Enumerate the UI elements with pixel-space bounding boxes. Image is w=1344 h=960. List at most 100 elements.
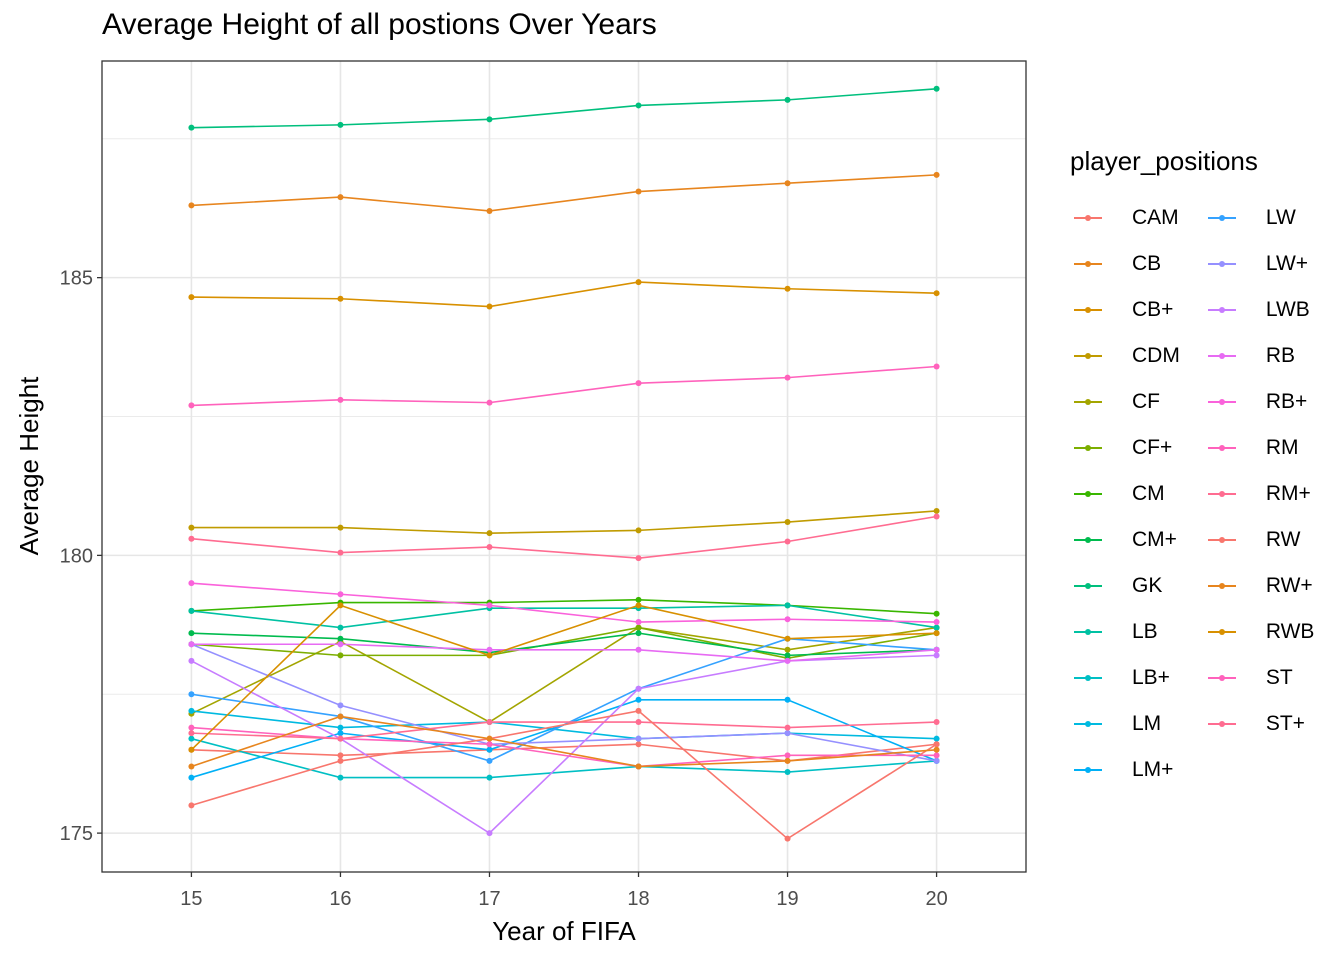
data-point-rb-plus [188,580,195,587]
data-point-cb-plus [784,285,791,292]
legend-key [1070,300,1106,320]
series-line-gk [191,87,937,129]
data-point-rwb [486,652,493,659]
data-point-rm-plus [933,719,940,726]
series-line-lw-plus [191,643,937,762]
data-point-lm-plus [635,696,642,703]
data-point-gk [635,102,642,109]
data-point-rw [784,835,791,842]
data-point-rm [188,724,195,731]
data-point-rb-plus [635,619,642,626]
legend-item: CM [1070,471,1180,517]
axes: 175 180 185 15 16 17 18 19 20 [60,268,948,910]
data-point-rb [933,646,940,653]
legend-label: LW [1265,206,1296,229]
legend-item: LM+ [1070,747,1180,793]
y-tick-label: 185 [60,268,93,290]
series-cb [188,171,940,214]
legend-key [1204,622,1240,642]
data-point-lb [784,602,791,609]
data-point-lw [188,691,195,698]
legend-item: CM+ [1070,517,1180,563]
series-rw-plus [188,713,940,770]
data-point-cb [933,171,940,178]
data-point-cb [635,188,642,195]
data-point-gk [337,121,344,128]
data-point-lb-plus [486,774,493,781]
data-point-st-plus [337,549,344,556]
legend-label: CM+ [1132,528,1177,551]
legend-label: CF+ [1132,436,1173,459]
data-point-lw-plus [635,735,642,742]
data-point-lm-plus [337,730,344,737]
legend-item: CB [1070,241,1180,287]
legend-item: RB+ [1204,379,1315,425]
series-line-lb [191,604,937,629]
series-line-rb [191,643,937,662]
legend-item: LM [1070,701,1180,747]
legend-item: RWB [1204,609,1314,655]
series-line-rwb [190,604,937,751]
legend-item: ST [1204,655,1315,701]
data-point-st [188,402,195,409]
legend-item: LWB [1204,287,1315,333]
data-point-rwb [784,635,791,642]
data-point-lb-plus [337,774,344,781]
legend-label: RM [1265,436,1299,459]
legend-key [1070,208,1106,228]
series-cb-plus [188,279,940,310]
data-point-lwb [188,657,195,664]
x-tick-label: 19 [776,888,798,910]
data-point-lb-plus [188,735,195,742]
legend-key [1070,714,1106,734]
data-point-rw [188,802,195,809]
legend-key [1204,530,1240,550]
legend-key [1204,668,1240,688]
data-point-lw-plus [933,757,940,764]
legend-key [1070,622,1106,642]
series-line-cm-plus [191,632,937,657]
data-point-rb [784,657,791,664]
legend-key [1070,484,1106,504]
series-line-cm [191,599,937,615]
data-point-cm-plus [635,630,642,637]
legend-key [1204,392,1240,412]
data-point-cb-plus [486,303,493,310]
legend-item: RB [1204,333,1315,379]
legend-key [1204,438,1240,458]
data-point-lb [188,607,195,614]
series-st-plus [188,513,940,562]
legend-key [1204,346,1240,366]
legend-column: LW LW+ LWB RB RB+ RM RM+ RW RW+ RWB ST ST+ [1204,195,1315,793]
legend-label: RB+ [1265,390,1308,413]
data-point-cm-plus [784,652,791,659]
data-point-rb [635,646,642,653]
legend-item: CF+ [1070,425,1180,471]
data-point-st-plus [635,555,642,562]
legend-label: LB [1132,620,1158,643]
data-point-rw-plus [486,735,493,742]
legend-label: ST+ [1265,712,1305,735]
legend-key [1070,668,1106,688]
data-point-st-plus [784,538,791,545]
series-rm-plus [188,719,940,742]
data-point-rw-plus [188,763,195,770]
data-point-lb [337,624,344,631]
data-point-lm-plus [486,746,493,753]
series-layer [188,85,940,842]
legend-item: RM [1204,425,1315,471]
legend-key [1070,576,1106,596]
data-point-lm [933,735,940,742]
data-point-lm [188,707,195,714]
series-line-rm [191,726,937,768]
data-point-cf [784,646,791,653]
data-point-rwb [188,746,195,753]
legend-label: LM [1132,712,1162,735]
legend-item: LB [1070,609,1180,655]
data-point-st [486,399,493,406]
legend-item: LW [1204,195,1315,241]
data-point-st [784,374,791,381]
data-point-rm [933,752,940,759]
series-cdm [188,507,940,537]
